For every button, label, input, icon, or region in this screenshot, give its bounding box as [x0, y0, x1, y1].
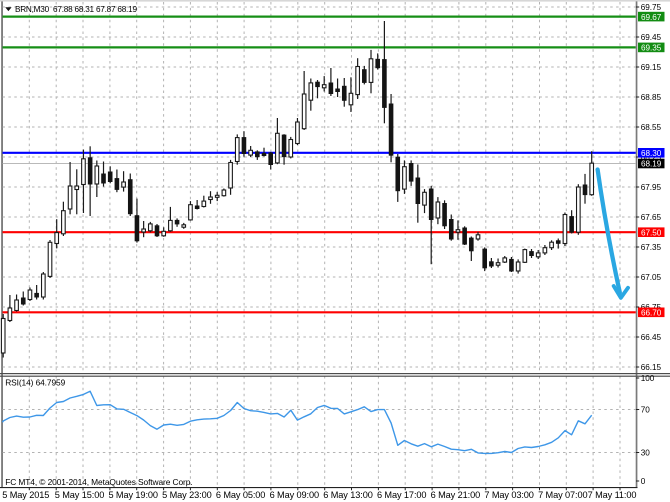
- svg-text:67.35: 67.35: [641, 243, 662, 252]
- svg-text:7 May 11:00: 7 May 11:00: [588, 490, 637, 500]
- svg-text:6 May 17:00: 6 May 17:00: [377, 490, 426, 500]
- svg-text:BRN,M30 67.88 68.31 67.87 68.: BRN,M30 67.88 68.31 67.87 68.19: [15, 5, 137, 14]
- svg-text:66.45: 66.45: [641, 333, 662, 342]
- svg-text:69.15: 69.15: [641, 63, 662, 72]
- svg-text:66.15: 66.15: [641, 363, 662, 372]
- svg-text:100: 100: [641, 374, 655, 383]
- svg-text:6 May 05:00: 6 May 05:00: [216, 490, 265, 500]
- svg-text:68.19: 68.19: [641, 160, 662, 169]
- svg-text:5 May 2015: 5 May 2015: [2, 490, 49, 500]
- svg-text:7 May 03:00: 7 May 03:00: [484, 490, 533, 500]
- svg-text:70: 70: [641, 406, 651, 415]
- svg-text:67.05: 67.05: [641, 273, 662, 282]
- svg-text:67.65: 67.65: [641, 213, 662, 222]
- svg-text:69.35: 69.35: [641, 44, 662, 53]
- svg-text:69.75: 69.75: [641, 3, 662, 12]
- svg-text:5 May 19:00: 5 May 19:00: [108, 490, 157, 500]
- svg-text:67.95: 67.95: [641, 183, 662, 192]
- svg-text:68.85: 68.85: [641, 93, 662, 102]
- svg-text:5 May 15:00: 5 May 15:00: [55, 490, 104, 500]
- svg-text:30: 30: [641, 449, 651, 458]
- svg-text:68.30: 68.30: [641, 149, 662, 158]
- svg-text:5 May 23:00: 5 May 23:00: [162, 490, 211, 500]
- svg-text:67.50: 67.50: [641, 228, 662, 237]
- svg-text:0: 0: [641, 477, 646, 486]
- svg-text:68.55: 68.55: [641, 123, 662, 132]
- svg-text:69.67: 69.67: [641, 13, 662, 22]
- svg-text:6 May 13:00: 6 May 13:00: [323, 490, 372, 500]
- svg-text:6 May 21:00: 6 May 21:00: [431, 490, 480, 500]
- svg-text:7 May 07:00: 7 May 07:00: [538, 490, 587, 500]
- svg-text:RSI(14) 64.7959: RSI(14) 64.7959: [5, 378, 65, 388]
- svg-text:6 May 09:00: 6 May 09:00: [270, 490, 319, 500]
- svg-text:69.45: 69.45: [641, 33, 662, 42]
- svg-text:66.70: 66.70: [641, 309, 662, 318]
- svg-text:FC MT4, © 2001-2014, MetaQuote: FC MT4, © 2001-2014, MetaQuotes Software…: [5, 477, 192, 487]
